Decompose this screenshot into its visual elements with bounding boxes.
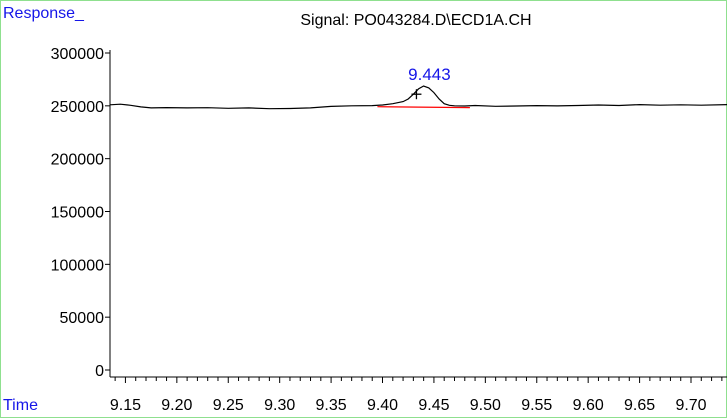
signal-line xyxy=(109,85,727,110)
y-tick-label: 0 xyxy=(95,363,104,380)
x-tick-label: 9.70 xyxy=(675,397,706,414)
integration-baseline xyxy=(377,106,470,109)
x-tick-label: 9.50 xyxy=(470,397,501,414)
x-axis-label: Time xyxy=(3,397,38,414)
y-tick-label: 50000 xyxy=(60,310,105,327)
y-tick-label: 100000 xyxy=(51,257,104,274)
x-tick-label: 9.30 xyxy=(264,397,295,414)
x-tick-label: 9.65 xyxy=(624,397,655,414)
chart-title: Signal: PO043284.D\ECD1A.CH xyxy=(300,12,531,29)
y-tick-label: 300000 xyxy=(51,46,104,63)
x-tick-label: 9.45 xyxy=(418,397,449,414)
x-tick-label: 9.40 xyxy=(367,397,398,414)
x-tick-label: 9.25 xyxy=(213,397,244,414)
y-tick-label: 150000 xyxy=(51,205,104,222)
y-tick-label: 200000 xyxy=(51,152,104,169)
y-axis-label: Response_ xyxy=(3,5,85,22)
peak-annotation: 9.443 xyxy=(408,65,451,100)
x-tick-label: 9.60 xyxy=(573,397,604,414)
x-tick-label: 9.15 xyxy=(110,397,141,414)
x-tick-label: 9.55 xyxy=(521,397,552,414)
x-tick-label: 9.20 xyxy=(161,397,192,414)
peak-retention-time-label: 9.443 xyxy=(408,65,451,84)
x-tick-label: 9.35 xyxy=(316,397,347,414)
y-tick-label: 250000 xyxy=(51,99,104,116)
